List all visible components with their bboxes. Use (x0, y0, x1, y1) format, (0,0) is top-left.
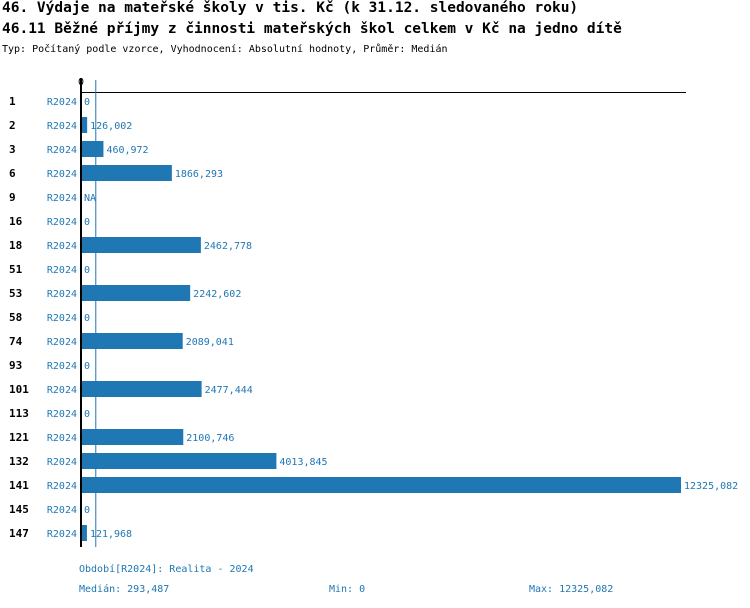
data-label: 4013,845 (279, 457, 327, 468)
row-period-label: R2024 (47, 505, 77, 516)
data-label: 2462,778 (204, 241, 252, 252)
data-label: 0 (84, 265, 90, 276)
bar (81, 525, 87, 541)
footer-min: Min: 0 (329, 584, 366, 595)
data-label: 0 (84, 217, 90, 228)
chart-info: Typ: Počítaný podle vzorce, Vyhodnocení:… (2, 44, 448, 55)
row-id-label: 2 (9, 119, 16, 132)
row-period-label: R2024 (47, 145, 77, 156)
row-period-label: R2024 (47, 385, 77, 396)
footer-period: Období[R2024]: Realita - 2024 (79, 564, 254, 575)
row-id-label: 147 (9, 527, 29, 540)
data-label: 2100,746 (186, 433, 234, 444)
data-label: 2477,444 (205, 385, 253, 396)
footer-median: Medián: 293,487 (79, 584, 170, 595)
row-period-label: R2024 (47, 121, 77, 132)
row-id-label: 121 (9, 431, 29, 444)
data-label: 121,968 (90, 529, 132, 540)
row-id-label: 1 (9, 95, 16, 108)
bar (81, 333, 183, 349)
row-period-label: R2024 (47, 481, 77, 492)
row-id-label: 16 (9, 215, 23, 228)
row-period-label: R2024 (47, 289, 77, 300)
row-period-label: R2024 (47, 169, 77, 180)
data-label: 0 (84, 409, 90, 420)
chart-subtitle: 46.11 Běžné příjmy z činnosti mateřských… (2, 21, 622, 37)
row-id-label: 58 (9, 311, 22, 324)
row-period-label: R2024 (47, 265, 77, 276)
row-period-label: R2024 (47, 313, 77, 324)
data-label: 12325,082 (684, 481, 738, 492)
row-period-label: R2024 (47, 241, 77, 252)
row-period-label: R2024 (47, 409, 77, 420)
bar (81, 429, 184, 445)
row-id-label: 132 (9, 455, 29, 468)
bar (81, 141, 104, 157)
bar (81, 381, 202, 397)
data-label: 2242,602 (193, 289, 241, 300)
data-label: 0 (84, 313, 90, 324)
data-label: NA (84, 193, 96, 204)
data-label: 0 (84, 505, 90, 516)
row-id-label: 9 (9, 191, 16, 204)
data-label: 0 (84, 361, 90, 372)
row-period-label: R2024 (47, 97, 77, 108)
row-period-label: R2024 (47, 433, 77, 444)
data-label: 0 (84, 97, 90, 108)
row-id-label: 145 (9, 503, 29, 516)
data-label: 126,002 (90, 121, 132, 132)
row-id-label: 51 (9, 263, 23, 276)
row-id-label: 93 (9, 359, 22, 372)
row-period-label: R2024 (47, 361, 77, 372)
footer-max: Max: 12325,082 (529, 584, 614, 595)
chart-title: 46. Výdaje na mateřské školy v tis. Kč (… (2, 0, 579, 16)
bar (81, 237, 201, 253)
row-period-label: R2024 (47, 337, 77, 348)
data-label: 1866,293 (175, 169, 223, 180)
row-period-label: R2024 (47, 529, 77, 540)
bar (81, 165, 172, 181)
bar (81, 117, 88, 133)
row-id-label: 113 (9, 407, 29, 420)
row-id-label: 101 (9, 383, 29, 396)
row-period-label: R2024 (47, 193, 77, 204)
bar (81, 477, 681, 493)
bar (81, 285, 191, 301)
data-label: 460,972 (106, 145, 148, 156)
row-period-label: R2024 (47, 457, 77, 468)
row-id-label: 18 (9, 239, 22, 252)
row-id-label: 3 (9, 143, 16, 156)
row-id-label: 53 (9, 287, 22, 300)
row-period-label: R2024 (47, 217, 77, 228)
row-id-label: 141 (9, 479, 29, 492)
bar (81, 453, 277, 469)
row-id-label: 6 (9, 167, 16, 180)
row-id-label: 74 (9, 335, 23, 348)
data-label: 2089,041 (186, 337, 234, 348)
